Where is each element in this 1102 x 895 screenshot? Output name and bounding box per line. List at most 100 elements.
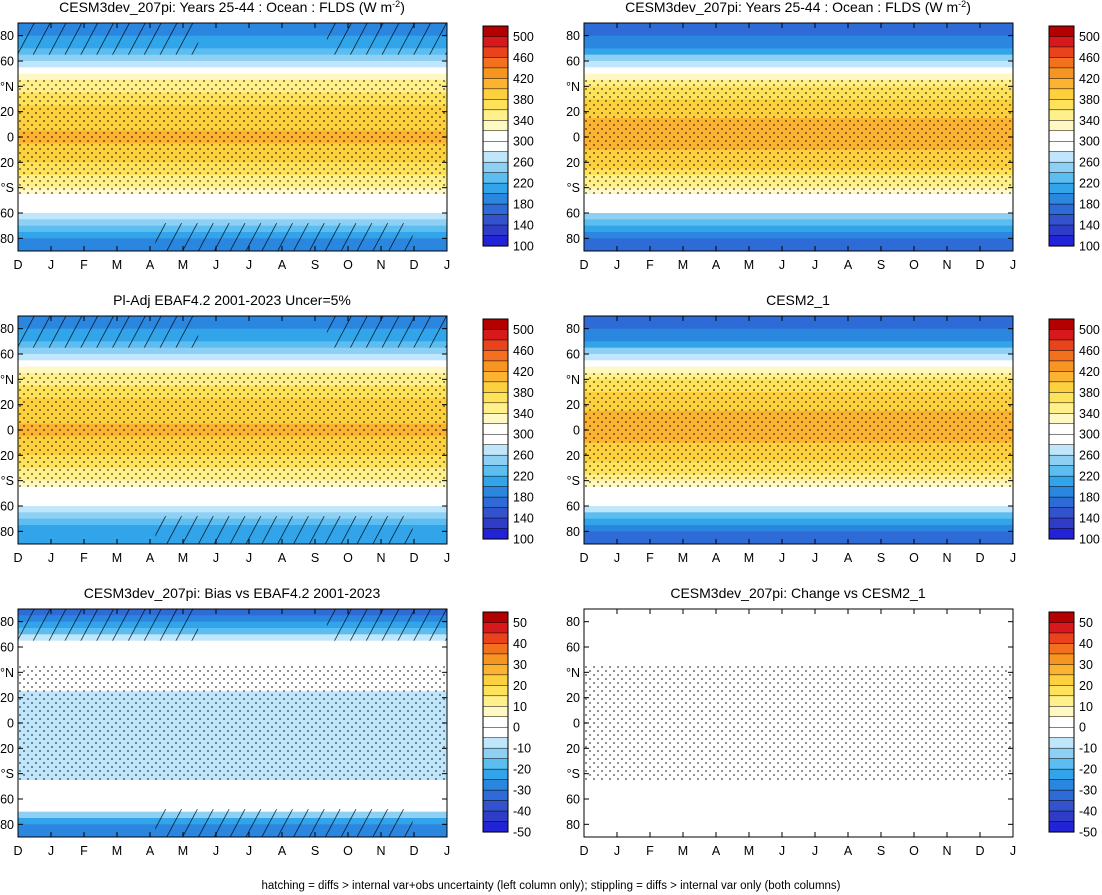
- x-tick-label: J: [1010, 844, 1016, 858]
- lat-band: [584, 54, 1013, 62]
- colorbar-label: 460: [1079, 344, 1100, 358]
- lat-band: [584, 244, 1013, 252]
- lat-band: [584, 493, 1013, 501]
- colorbar-swatch: [482, 653, 509, 665]
- lat-band: [584, 518, 1013, 526]
- lat-band: [584, 512, 1013, 520]
- x-tick-label: D: [13, 258, 22, 272]
- colorbar-swatch: [482, 444, 509, 456]
- colorbar-swatch: [482, 193, 509, 205]
- y-tick-label: 80: [0, 525, 14, 539]
- colorbar-swatch: [1048, 318, 1075, 331]
- lat-band: [584, 23, 1013, 30]
- lat-band: [18, 506, 447, 513]
- colorbar-label: 100: [513, 240, 534, 254]
- lat-band: [584, 200, 1013, 208]
- colorbar-swatch: [1048, 224, 1075, 237]
- lat-band: [584, 780, 1013, 787]
- colorbar-label: 260: [513, 449, 534, 463]
- colorbar-label: -50: [1079, 826, 1097, 840]
- x-tick-label: M: [678, 844, 688, 858]
- stippling-overlay: [584, 80, 1013, 194]
- colorbar-swatch: [1048, 235, 1075, 247]
- x-tick-label: A: [844, 551, 853, 565]
- colorbar-label: -40: [513, 805, 531, 819]
- x-tick-label: A: [844, 844, 853, 858]
- x-tick-label: J: [444, 258, 450, 272]
- panel-top-right: CESM3dev_207pi: Years 25-44 : Ocean : FL…: [566, 0, 1016, 272]
- x-tick-label: D: [13, 844, 22, 858]
- x-tick-label: M: [178, 258, 188, 272]
- colorbar-label: 300: [513, 428, 534, 442]
- lat-band: [18, 647, 447, 654]
- colorbar-label: 260: [513, 156, 534, 170]
- colorbar-swatch: [482, 88, 509, 100]
- colorbar-label: -50: [513, 826, 531, 840]
- y-tick-label: 60: [0, 348, 14, 362]
- lat-band: [18, 805, 447, 813]
- y-tick-label: 60: [566, 348, 580, 362]
- lat-band: [18, 194, 447, 201]
- colorbar-swatch: [482, 318, 509, 331]
- colorbar-label: 260: [1079, 449, 1100, 463]
- colorbar-label: 10: [1079, 700, 1093, 714]
- y-tick-label: 20: [0, 156, 14, 170]
- colorbar-swatch: [482, 685, 509, 697]
- lat-band: [584, 615, 1013, 623]
- colorbar-swatch: [482, 224, 509, 237]
- colorbar-label: -30: [1079, 784, 1097, 798]
- colorbar-label: 220: [513, 470, 534, 484]
- lat-band: [584, 830, 1013, 838]
- y-tick-label: 20: [0, 105, 14, 119]
- y-tick-label: °N: [566, 666, 580, 680]
- colorbar-swatch: [1048, 517, 1075, 530]
- x-tick-label: N: [376, 551, 385, 565]
- colorbar-label: -20: [513, 763, 531, 777]
- colorbar-swatch: [482, 329, 509, 341]
- colorbar-bottom-right: 50 40 30 20 10 0 -10 -20 -30 -40 -50: [1048, 611, 1097, 840]
- colorbar-swatch: [482, 109, 509, 121]
- y-tick-label: °S: [1, 181, 14, 195]
- colorbar-swatch: [1048, 88, 1075, 100]
- lat-band: [18, 23, 447, 30]
- colorbar-label: 30: [1079, 658, 1093, 672]
- y-tick-label: °S: [1, 474, 14, 488]
- lat-band: [584, 640, 1013, 648]
- colorbar-swatch: [1048, 716, 1075, 728]
- x-tick-label: J: [213, 258, 219, 272]
- colorbar-swatch: [482, 67, 509, 79]
- x-tick-label: J: [779, 844, 785, 858]
- lat-band: [584, 805, 1013, 813]
- colorbar-swatch: [482, 664, 509, 676]
- colorbar-label: -10: [1079, 742, 1097, 756]
- hatching-north-east: [326, 609, 447, 641]
- y-tick-label: 0: [573, 424, 580, 438]
- colorbar-swatch: [1048, 371, 1075, 383]
- lat-band: [584, 653, 1013, 661]
- panel-middle-left: Pl-Adj EBAF4.2 2001-2023 Uncer=5% 80 60 °N…: [0, 292, 450, 565]
- lat-band: [18, 48, 447, 56]
- lat-band: [584, 73, 1013, 81]
- lat-band: [18, 67, 447, 75]
- lat-band: [584, 811, 1013, 819]
- x-tick-label: J: [213, 844, 219, 858]
- colorbar-swatch: [1048, 151, 1075, 163]
- colorbar-swatch: [1048, 339, 1075, 351]
- hatching-north-east: [326, 23, 447, 55]
- colorbar-label: 180: [513, 491, 534, 505]
- y-tick-label: 80: [566, 615, 580, 629]
- lat-band: [18, 366, 447, 374]
- y-tick-label: 0: [7, 131, 14, 145]
- x-tick-label: F: [80, 551, 88, 565]
- colorbar-swatch: [482, 360, 509, 372]
- colorbar-bottom-left: 50 40 30 20 10 0 -10 -20 -30 -40 -50: [482, 611, 531, 840]
- hatching-north: [18, 316, 199, 348]
- colorbar-swatch: [1048, 329, 1075, 341]
- lat-band: [584, 531, 1013, 539]
- y-tick-label: °S: [567, 181, 580, 195]
- x-tick-label: M: [744, 258, 754, 272]
- x-tick-label: J: [614, 551, 620, 565]
- y-tick-label: 20: [0, 742, 14, 756]
- colorbar-swatch: [1048, 486, 1075, 498]
